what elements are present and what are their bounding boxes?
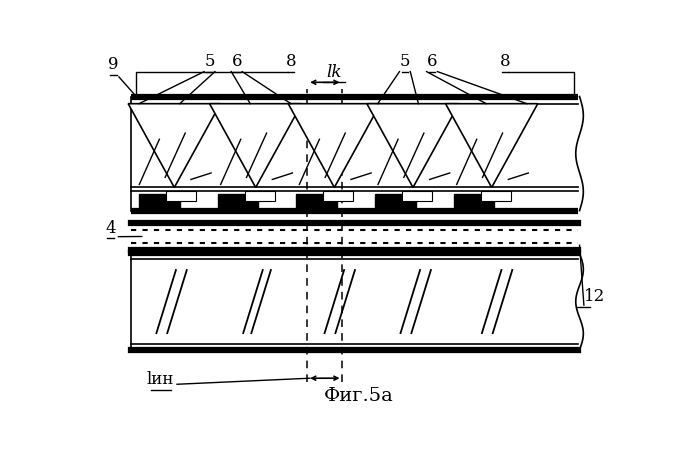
Text: Фиг.5а: Фиг.5а [324, 387, 393, 405]
Polygon shape [128, 104, 220, 188]
Bar [139, 194, 180, 209]
Text: 8: 8 [500, 53, 510, 70]
Text: 5: 5 [400, 53, 410, 70]
Bar [481, 191, 511, 201]
Polygon shape [367, 104, 459, 188]
Polygon shape [288, 104, 381, 188]
Bar [245, 191, 274, 201]
Text: lk: lk [327, 63, 342, 81]
Bar [166, 191, 196, 201]
Text: 8: 8 [286, 53, 296, 70]
Text: 6: 6 [427, 53, 438, 70]
Bar [296, 194, 337, 209]
Bar [454, 194, 494, 209]
Bar [131, 253, 578, 350]
Bar [402, 191, 432, 201]
Bar [323, 191, 354, 201]
Bar [218, 194, 258, 209]
Text: 12: 12 [584, 288, 605, 305]
Bar [131, 223, 578, 250]
Text: 4: 4 [105, 219, 116, 237]
Bar [375, 194, 416, 209]
Text: lин: lин [147, 371, 174, 388]
Text: 6: 6 [232, 53, 242, 70]
Polygon shape [209, 104, 302, 188]
Text: 5: 5 [204, 53, 215, 70]
Polygon shape [446, 104, 538, 188]
Bar [131, 97, 578, 211]
Text: 9: 9 [108, 56, 119, 73]
